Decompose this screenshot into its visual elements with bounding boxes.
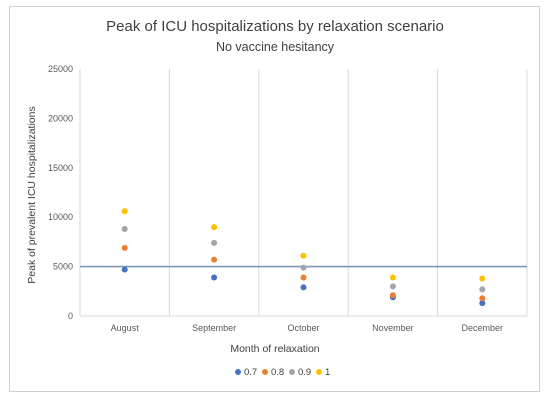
y-tick-label: 0	[68, 311, 73, 321]
y-tick-label: 5000	[53, 262, 73, 272]
chart-subtitle: No vaccine hesitancy	[216, 40, 335, 54]
data-point	[479, 300, 486, 307]
data-points	[121, 208, 486, 307]
data-point	[389, 283, 396, 290]
data-point	[479, 275, 486, 282]
data-point	[300, 284, 307, 291]
x-tick-label: September	[192, 323, 236, 333]
x-tick-label: October	[287, 323, 319, 333]
x-tick-label: August	[111, 323, 140, 333]
legend-marker	[235, 369, 241, 375]
data-point	[479, 295, 486, 302]
data-point	[211, 224, 218, 231]
data-point	[389, 292, 396, 299]
legend-entry: 0.7	[244, 367, 257, 378]
data-point	[389, 274, 396, 281]
scatter-chart: Peak of ICU hospitalizations by relaxati…	[26, 18, 528, 378]
data-point	[300, 264, 307, 271]
chart-container: Peak of ICU hospitalizations by relaxati…	[9, 6, 540, 392]
legend-entry: 1	[325, 367, 330, 378]
y-tick-label: 25000	[48, 64, 73, 74]
legend-marker	[289, 369, 295, 375]
legend-marker	[316, 369, 322, 375]
x-tick-label: December	[462, 323, 504, 333]
data-point	[300, 274, 307, 281]
y-tick-label: 10000	[48, 212, 73, 222]
data-point	[121, 266, 128, 273]
x-tick-labels: August September October November December	[111, 323, 503, 333]
legend: 0.7 0.8 0.9 1	[235, 367, 330, 378]
y-tick-label: 15000	[48, 163, 73, 173]
data-point	[121, 226, 128, 233]
y-tick-labels: 0 5000 10000 15000 20000 25000	[48, 64, 73, 321]
x-tick-label: November	[372, 323, 414, 333]
data-point	[300, 252, 307, 259]
data-point	[121, 208, 128, 215]
y-axis-title: Peak of prevalent ICU hospitalizations	[26, 106, 38, 283]
gridlines	[79, 69, 528, 317]
data-point	[121, 244, 128, 251]
data-point	[211, 239, 218, 246]
legend-entry: 0.9	[298, 367, 311, 378]
x-axis-title: Month of relaxation	[230, 343, 319, 355]
data-point	[211, 274, 218, 281]
data-point	[479, 286, 486, 293]
legend-entry: 0.8	[271, 367, 284, 378]
legend-marker	[262, 369, 268, 375]
data-point	[211, 256, 218, 263]
y-tick-label: 20000	[48, 113, 73, 123]
chart-title: Peak of ICU hospitalizations by relaxati…	[106, 18, 444, 35]
